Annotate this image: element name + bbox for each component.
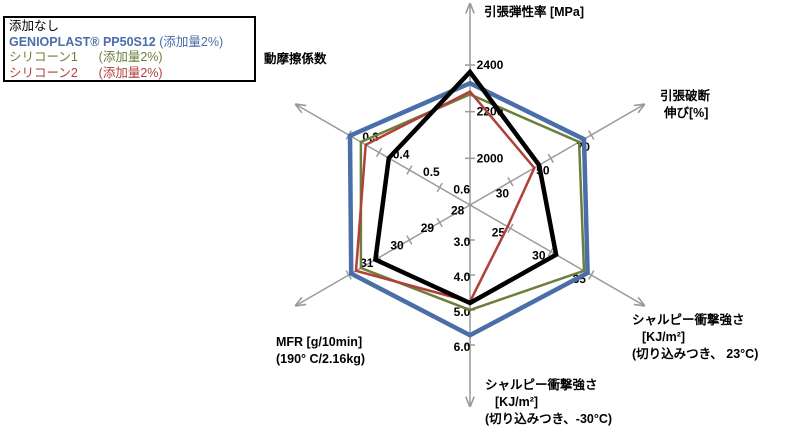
axis-tick-mark (547, 153, 554, 164)
axis-tick-mark (375, 147, 383, 158)
axis-title: 引張破断 (660, 88, 711, 103)
axis-tick-label: 30 (496, 187, 510, 201)
legend-entry-genioplast: GENIOPLAST® PP50S12 (添加量2%) (9, 35, 250, 51)
axis-tick-mark (436, 182, 443, 193)
legend-entry-silicone2: シリコーン2 (添加量2%) (9, 66, 250, 82)
legend-entry-note: (添加量2%) (155, 34, 224, 49)
axis-title: (190° C/2.16kg) (276, 352, 365, 366)
axis-tick-mark (406, 235, 413, 245)
axis-line (469, 105, 643, 206)
axis-tick-label: 30 (390, 239, 404, 253)
axis-title: (切り込みつき、 23°C) (632, 346, 758, 361)
axis-tick-label: 2000 (477, 151, 504, 165)
axis-tick-mark (547, 246, 554, 257)
axis-title: [KJ/m²] (495, 395, 538, 409)
legend-entry-note: (添加量2%) (77, 65, 163, 80)
legend-entry-label: GENIOPLAST® PP50S12 (9, 34, 156, 49)
legend-entry-label: シリコーン1 (9, 50, 78, 64)
series-line (372, 68, 559, 306)
axis-tick-label: 6.0 (454, 340, 471, 354)
axis-tick-label: 0.5 (423, 165, 440, 179)
axis-tick-mark (436, 217, 443, 228)
axis-tick-mark (588, 270, 595, 280)
axis-tick-label: 2400 (477, 58, 504, 72)
legend-entry-note: (添加量2%) (77, 50, 163, 64)
axis-tick-label: 29 (421, 221, 435, 235)
axis-tick-mark (345, 270, 352, 280)
axis-line (297, 105, 471, 206)
series-line (347, 80, 590, 338)
axis-tick-label: 30 (532, 249, 546, 263)
axis-title: 動摩擦係数 (264, 51, 327, 66)
axis-tick-label: 28 (451, 204, 465, 218)
axis-tick-label: 3.0 (454, 235, 471, 249)
axis-title: シャルピー衝撃強さ (485, 377, 598, 392)
legend-entry-label: 添加なし (9, 19, 60, 33)
axis-title: [KJ/m²] (642, 330, 685, 344)
axis-tick-label: 31 (360, 256, 374, 270)
axis-title: 伸び[%] (663, 105, 708, 120)
legend-entry-label: シリコーン2 (9, 65, 78, 80)
axis-tick-mark (406, 165, 413, 175)
axis-title: (切り込みつき、-30°C) (485, 411, 612, 426)
axis-title: シャルピー衝撃強さ (632, 312, 745, 327)
axis-tick-mark (507, 176, 514, 187)
legend-entry-silicone1: シリコーン1 (添加量2%) (9, 50, 250, 66)
legend: 添加なし GENIOPLAST® PP50S12 (添加量2%) シリコーン1 … (3, 16, 256, 82)
axis-title: MFR [g/10min] (276, 335, 362, 349)
axis-tick-mark (588, 130, 595, 140)
axis-title: 引張弾性率 [MPa] (484, 4, 584, 19)
legend-entry-none: 添加なし (9, 19, 250, 35)
axis-tick-mark (507, 223, 514, 234)
axis-tick-label: 0.6 (453, 183, 470, 197)
axis-tick-label: 4.0 (454, 270, 471, 284)
axis-line (297, 204, 471, 305)
series-line (359, 93, 586, 312)
